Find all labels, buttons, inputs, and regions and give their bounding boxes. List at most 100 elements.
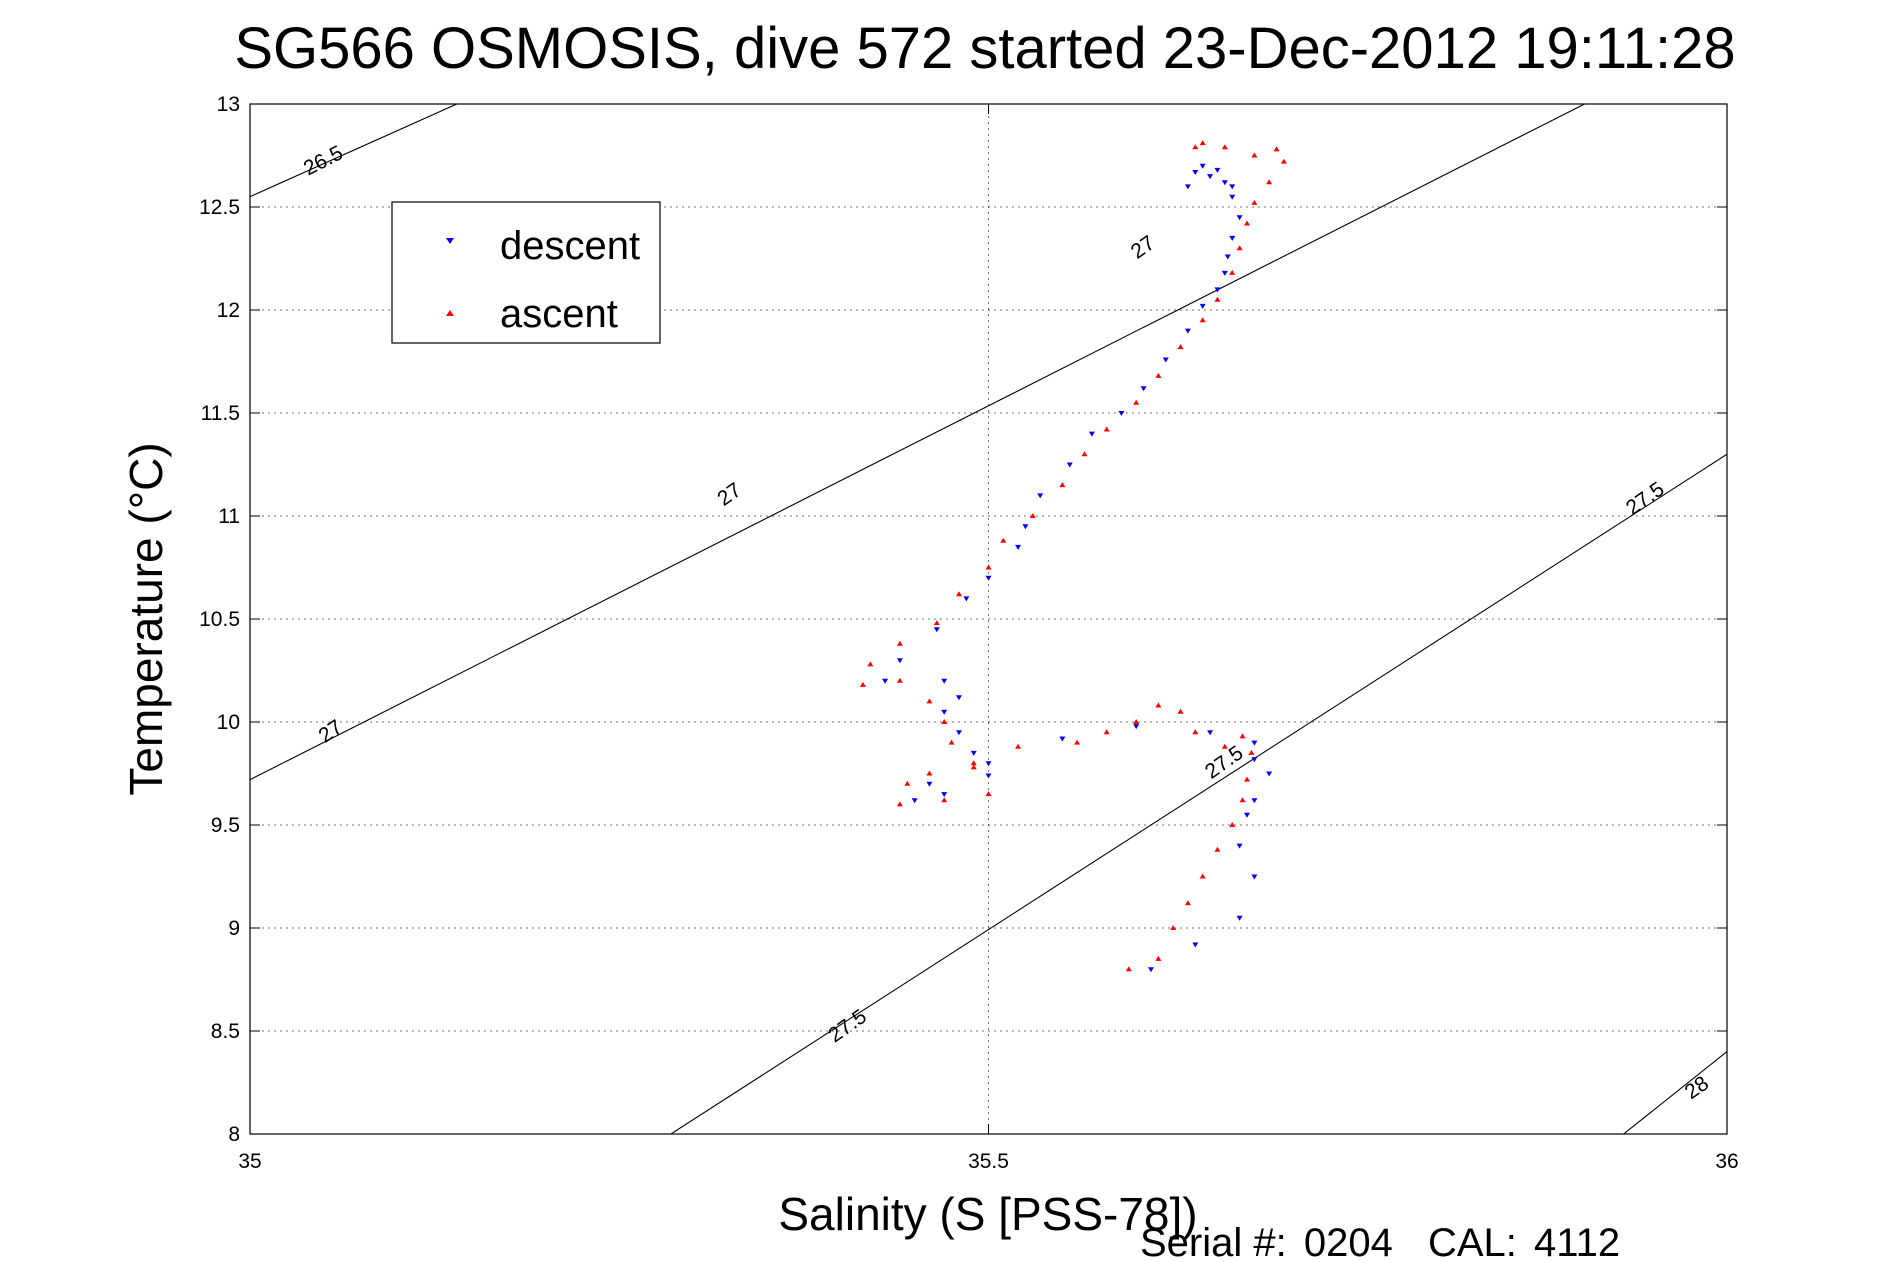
point-ascent bbox=[955, 591, 962, 597]
point-descent bbox=[941, 709, 948, 715]
point-ascent bbox=[1243, 220, 1250, 226]
y-tick-label: 9 bbox=[228, 917, 240, 940]
contour-label: 27.5 bbox=[1622, 478, 1669, 520]
point-descent bbox=[1236, 843, 1243, 849]
serial-cal-footer: Serial #: 0204 CAL: 4112 bbox=[1140, 1221, 1620, 1262]
point-ascent bbox=[985, 564, 992, 570]
point-ascent bbox=[970, 764, 977, 770]
point-ascent bbox=[867, 661, 874, 667]
point-descent bbox=[1251, 740, 1258, 746]
contour-label: 27 bbox=[315, 715, 347, 747]
point-ascent bbox=[1239, 797, 1246, 803]
point-descent bbox=[1147, 967, 1154, 973]
point-descent bbox=[1207, 730, 1214, 736]
point-ascent bbox=[926, 770, 933, 776]
point-ascent bbox=[1155, 702, 1162, 708]
point-ascent bbox=[1029, 513, 1036, 518]
y-tick-label: 13 bbox=[217, 93, 240, 116]
point-ascent bbox=[1177, 344, 1184, 350]
x-tick-label: 35.5 bbox=[968, 1150, 1009, 1173]
point-descent bbox=[1229, 184, 1236, 190]
point-descent bbox=[1266, 771, 1273, 777]
point-ascent bbox=[941, 797, 948, 803]
point-descent bbox=[1133, 724, 1140, 730]
point-ascent bbox=[970, 760, 977, 766]
point-descent bbox=[941, 792, 948, 798]
point-descent bbox=[1192, 942, 1199, 948]
point-descent bbox=[1184, 184, 1191, 190]
point-ascent bbox=[1125, 966, 1132, 972]
point-descent bbox=[1236, 915, 1243, 921]
point-descent bbox=[1192, 169, 1199, 175]
point-ascent bbox=[926, 698, 933, 704]
contour-line-27 bbox=[250, 104, 1586, 781]
point-ascent bbox=[1221, 743, 1228, 749]
point-descent bbox=[985, 761, 992, 767]
y-tick-label: 12.5 bbox=[199, 196, 240, 219]
point-descent bbox=[1221, 270, 1228, 276]
point-descent bbox=[1251, 798, 1258, 804]
point-ascent bbox=[896, 801, 903, 807]
point-ascent bbox=[1059, 482, 1066, 488]
legend-label-ascent: ascent bbox=[500, 292, 618, 336]
point-ascent bbox=[1221, 144, 1228, 150]
point-ascent bbox=[1239, 733, 1246, 739]
legend: descent ascent bbox=[391, 201, 661, 344]
point-descent bbox=[1162, 357, 1169, 363]
point-descent bbox=[1015, 544, 1022, 550]
point-ascent bbox=[1192, 729, 1199, 735]
point-descent bbox=[941, 678, 948, 684]
point-descent bbox=[1140, 386, 1147, 392]
contour-label: 27.5 bbox=[824, 1005, 871, 1047]
point-ascent bbox=[1170, 925, 1177, 930]
density-contours bbox=[250, 104, 1727, 1134]
cal-label: CAL: bbox=[1428, 1221, 1517, 1262]
legend-marker-descent bbox=[446, 238, 454, 244]
contour-line-28 bbox=[1623, 1051, 1727, 1134]
point-ascent bbox=[1273, 146, 1280, 152]
point-descent bbox=[1199, 163, 1206, 169]
legend-marker-ascent bbox=[446, 310, 454, 316]
point-descent bbox=[1199, 303, 1206, 309]
serial-value: 0204 bbox=[1304, 1221, 1393, 1262]
contour-line-27.5 bbox=[670, 453, 1727, 1134]
point-ascent bbox=[1103, 729, 1110, 735]
point-descent bbox=[1022, 524, 1029, 530]
point-ascent bbox=[1133, 399, 1140, 405]
x-tick-label: 35 bbox=[238, 1150, 261, 1173]
y-tick-label: 11 bbox=[218, 505, 240, 528]
point-ascent bbox=[1243, 776, 1250, 782]
point-descent bbox=[1088, 431, 1095, 437]
point-ascent bbox=[859, 681, 866, 687]
point-descent bbox=[933, 627, 940, 633]
point-descent bbox=[1118, 411, 1125, 416]
point-ascent bbox=[1266, 179, 1273, 185]
contour-label: 26.5 bbox=[300, 141, 347, 180]
point-ascent bbox=[985, 791, 992, 797]
point-descent bbox=[1229, 194, 1236, 200]
point-descent bbox=[1066, 462, 1073, 468]
point-ascent bbox=[904, 780, 911, 786]
y-axis-ticks: 8 8.5 9 9.5 10 10.5 11 11.5 12 12.5 13 bbox=[199, 93, 1727, 1146]
x-tick-label: 36 bbox=[1715, 1150, 1738, 1173]
point-ascent bbox=[896, 640, 903, 646]
point-descent bbox=[1214, 167, 1221, 173]
contour-label: 27 bbox=[1127, 231, 1159, 263]
point-ascent bbox=[1199, 140, 1206, 146]
point-descent bbox=[1229, 235, 1236, 241]
point-ascent bbox=[948, 739, 955, 745]
point-descent bbox=[1207, 174, 1214, 180]
point-descent bbox=[882, 678, 889, 684]
point-ascent bbox=[1081, 451, 1088, 457]
point-ascent bbox=[1236, 245, 1243, 251]
point-ascent bbox=[1177, 708, 1184, 714]
x-axis-ticks: 35 35.5 36 bbox=[238, 104, 1739, 1173]
y-axis-label: Temperature (°C) bbox=[120, 442, 172, 795]
point-ascent bbox=[933, 620, 940, 626]
y-tick-label: 12 bbox=[217, 299, 240, 322]
point-ascent bbox=[1214, 296, 1221, 302]
point-ascent bbox=[1000, 537, 1007, 543]
y-tick-label: 11.5 bbox=[201, 402, 240, 425]
contour-label: 28 bbox=[1681, 1072, 1713, 1104]
